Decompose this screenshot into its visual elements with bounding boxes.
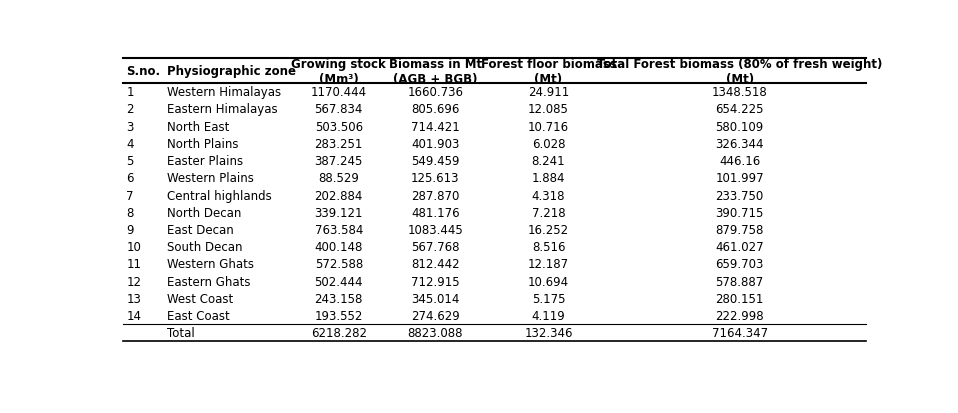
Text: 10: 10 [126,240,142,254]
Text: Western Ghats: Western Ghats [168,258,254,271]
Text: 222.998: 222.998 [716,309,764,322]
Text: 326.344: 326.344 [716,138,764,150]
Text: 16.252: 16.252 [528,223,569,236]
Text: 654.225: 654.225 [716,103,764,116]
Text: 805.696: 805.696 [411,103,460,116]
Text: 812.442: 812.442 [411,258,460,271]
Text: 287.870: 287.870 [411,189,460,202]
Text: Eastern Himalayas: Eastern Himalayas [168,103,278,116]
Text: 13: 13 [126,292,142,305]
Text: East Coast: East Coast [168,309,230,322]
Text: 280.151: 280.151 [716,292,764,305]
Text: 712.915: 712.915 [411,275,460,288]
Text: 763.584: 763.584 [314,223,363,236]
Text: Forest floor biomass
(Mt): Forest floor biomass (Mt) [481,57,616,85]
Text: 8823.088: 8823.088 [407,326,463,339]
Text: 4: 4 [126,138,134,150]
Text: 390.715: 390.715 [716,206,764,219]
Text: 1.884: 1.884 [532,172,565,185]
Text: 1170.444: 1170.444 [310,86,367,99]
Text: 580.109: 580.109 [716,120,764,133]
Text: 12.085: 12.085 [528,103,569,116]
Text: Growing stock
(Mm³): Growing stock (Mm³) [291,57,386,85]
Text: Biomass in Mt
(AGB + BGB): Biomass in Mt (AGB + BGB) [389,57,482,85]
Text: 11: 11 [126,258,142,271]
Text: Physiographic zone: Physiographic zone [168,65,296,78]
Text: 4.318: 4.318 [532,189,565,202]
Text: Eastern Ghats: Eastern Ghats [168,275,251,288]
Text: 202.884: 202.884 [314,189,363,202]
Text: 14: 14 [126,309,142,322]
Text: 3: 3 [126,120,134,133]
Text: 274.629: 274.629 [411,309,460,322]
Text: North Decan: North Decan [168,206,241,219]
Text: 1083.445: 1083.445 [407,223,463,236]
Text: 401.903: 401.903 [411,138,460,150]
Text: 5: 5 [126,155,134,168]
Text: 549.459: 549.459 [411,155,460,168]
Text: 7164.347: 7164.347 [712,326,767,339]
Text: North Plains: North Plains [168,138,239,150]
Text: Western Himalayas: Western Himalayas [168,86,282,99]
Text: 572.588: 572.588 [314,258,363,271]
Text: 567.768: 567.768 [411,240,460,254]
Text: 7.218: 7.218 [532,206,565,219]
Text: 502.444: 502.444 [314,275,363,288]
Text: 24.911: 24.911 [528,86,569,99]
Text: 567.834: 567.834 [314,103,363,116]
Text: Easter Plains: Easter Plains [168,155,243,168]
Text: 101.997: 101.997 [716,172,764,185]
Text: Western Plains: Western Plains [168,172,254,185]
Text: Total Forest biomass (80% of fresh weight)
(Mt): Total Forest biomass (80% of fresh weigh… [597,57,882,85]
Text: S.no.: S.no. [126,65,161,78]
Text: West Coast: West Coast [168,292,234,305]
Text: 9: 9 [126,223,134,236]
Text: 125.613: 125.613 [411,172,460,185]
Text: Total: Total [168,326,195,339]
Text: 88.529: 88.529 [318,172,359,185]
Text: 12: 12 [126,275,142,288]
Text: 503.506: 503.506 [315,120,363,133]
Text: 12.187: 12.187 [528,258,569,271]
Text: 5.175: 5.175 [532,292,565,305]
Text: 10.716: 10.716 [528,120,569,133]
Text: 481.176: 481.176 [411,206,460,219]
Text: 400.148: 400.148 [314,240,363,254]
Text: 7: 7 [126,189,134,202]
Text: Central highlands: Central highlands [168,189,272,202]
Text: 6218.282: 6218.282 [310,326,367,339]
Text: East Decan: East Decan [168,223,234,236]
Text: 283.251: 283.251 [314,138,363,150]
Text: 1660.736: 1660.736 [407,86,464,99]
Text: 243.158: 243.158 [314,292,363,305]
Text: 387.245: 387.245 [314,155,363,168]
Text: 461.027: 461.027 [716,240,764,254]
Text: 1: 1 [126,86,134,99]
Text: 578.887: 578.887 [716,275,764,288]
Text: 2: 2 [126,103,134,116]
Text: 339.121: 339.121 [314,206,363,219]
Text: 10.694: 10.694 [528,275,569,288]
Text: 132.346: 132.346 [524,326,573,339]
Text: South Decan: South Decan [168,240,242,254]
Text: 4.119: 4.119 [532,309,565,322]
Text: 233.750: 233.750 [716,189,764,202]
Text: 6: 6 [126,172,134,185]
Text: 446.16: 446.16 [719,155,761,168]
Text: 714.421: 714.421 [411,120,460,133]
Text: 8.516: 8.516 [532,240,565,254]
Text: 193.552: 193.552 [314,309,363,322]
Text: 6.028: 6.028 [532,138,565,150]
Text: 345.014: 345.014 [411,292,460,305]
Text: 879.758: 879.758 [716,223,764,236]
Text: 8: 8 [126,206,134,219]
Text: 659.703: 659.703 [716,258,764,271]
Text: 8.241: 8.241 [532,155,565,168]
Text: North East: North East [168,120,230,133]
Text: 1348.518: 1348.518 [712,86,767,99]
